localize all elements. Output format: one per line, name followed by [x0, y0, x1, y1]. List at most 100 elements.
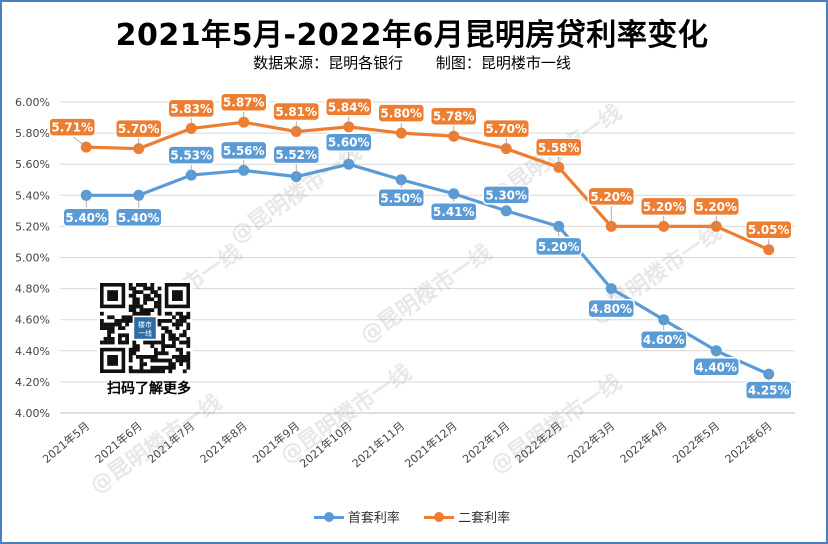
qr-module: [150, 290, 155, 294]
qr-module: [172, 333, 176, 338]
qr-module: [128, 347, 133, 352]
qr-module: [179, 311, 183, 316]
data-label-box: [482, 118, 530, 139]
data-label: 5.58%: [538, 141, 580, 155]
qr-module: [164, 311, 169, 316]
legend-label-first-home: 首套利率: [347, 511, 400, 526]
qr-module: [121, 319, 126, 323]
qr-module: [107, 322, 111, 327]
qr-module: [164, 329, 169, 334]
qr-module: [132, 311, 137, 316]
qr-module: [139, 365, 144, 370]
qr-module: [110, 340, 115, 345]
qr-module: [179, 315, 183, 320]
data-label-box: [325, 97, 373, 117]
qr-logo: [134, 317, 156, 339]
qr-code: 楼市一线: [97, 280, 193, 376]
qr-module: [103, 337, 108, 341]
qr-module: [143, 308, 147, 312]
qr-module: [128, 355, 133, 359]
qr-module: [172, 344, 176, 348]
qr-module: [136, 304, 140, 309]
qr-module: [175, 337, 180, 341]
qr-module: [172, 365, 176, 370]
qr-module: [172, 355, 176, 359]
qr-module: [150, 369, 155, 374]
qr-module: [110, 329, 115, 334]
data-label: 5.50%: [380, 191, 422, 205]
data-label-box: [640, 329, 688, 350]
qr-module: [132, 297, 137, 302]
qr-module: [186, 315, 191, 320]
data-label: 5.52%: [275, 148, 317, 162]
qr-module: [154, 351, 158, 356]
y-tick-label: 4.00%: [15, 407, 50, 420]
qr-module: [182, 319, 187, 323]
qr-module: [136, 311, 140, 316]
data-label: 5.80%: [380, 107, 422, 121]
qr-module: [182, 329, 187, 334]
qr-module: [157, 351, 162, 356]
y-tick-label: 5.00%: [15, 252, 50, 265]
qr-module: [168, 333, 173, 338]
qr-module: [146, 369, 151, 374]
qr-module: [118, 337, 122, 341]
qr-module: [139, 362, 144, 366]
qr-module: [128, 319, 133, 323]
qr-module: [182, 333, 187, 338]
qr-module: [118, 333, 122, 338]
y-tick-label: 4.60%: [15, 314, 50, 327]
qr-module: [154, 358, 158, 363]
series-line: [86, 120, 770, 252]
qr-module: [136, 369, 140, 374]
data-label: 5.56%: [223, 144, 265, 158]
qr-module: [132, 308, 137, 312]
qr-module: [136, 347, 140, 352]
qr-module: [175, 311, 180, 316]
qr-module: [139, 355, 144, 359]
qr-module: [121, 326, 126, 330]
qr-module: [125, 337, 129, 341]
qr-module: [132, 286, 137, 291]
qr-module: [121, 315, 126, 320]
qr-module: [143, 283, 147, 287]
y-tick-label: 4.20%: [15, 376, 50, 389]
data-label: 4.25%: [748, 384, 790, 398]
qr-module: [132, 347, 137, 352]
data-label: 5.05%: [748, 223, 790, 237]
x-tick-label: 2021年11月: [349, 419, 407, 471]
qr-module: [175, 347, 180, 352]
qr-module: [107, 340, 111, 345]
qr-module: [146, 293, 151, 298]
qr-module: [161, 369, 165, 374]
data-label: 4.80%: [590, 302, 632, 316]
qr-module: [157, 308, 162, 312]
y-tick-label: 4.40%: [15, 345, 50, 358]
watermark-text: @昆明楼市一线: [355, 239, 496, 349]
data-label-box: [62, 207, 110, 228]
data-label-box: [587, 298, 635, 319]
qr-module: [182, 355, 187, 359]
qr-module: [132, 340, 137, 345]
qr-module: [132, 351, 137, 356]
qr-module: [186, 322, 191, 327]
label-leader: [72, 135, 87, 148]
qr-module: [168, 365, 173, 370]
data-label-box: [115, 207, 163, 228]
qr-module: [128, 304, 133, 309]
qr-module: [172, 322, 176, 327]
qr-module: [164, 358, 169, 363]
qr-module: [168, 319, 173, 323]
y-tick-label: 5.80%: [15, 127, 50, 140]
data-source: 数据来源：昆明各银行: [253, 54, 404, 72]
qr-module: [143, 297, 147, 302]
qr-module: [154, 304, 158, 309]
data-label-box: [482, 185, 530, 205]
qr-module: [154, 355, 158, 359]
qr-module: [186, 340, 191, 345]
data-label-box: [430, 201, 478, 222]
x-tick-label: 2022年6月: [722, 419, 775, 466]
qr-module: [168, 369, 173, 374]
qr-module: [100, 340, 104, 345]
qr-logo-text: 楼市: [138, 320, 152, 329]
